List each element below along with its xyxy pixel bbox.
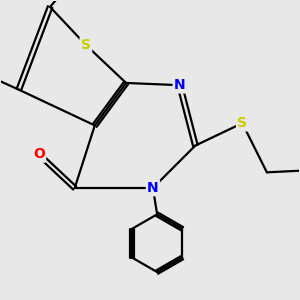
Text: S: S — [237, 116, 247, 130]
Text: N: N — [147, 181, 159, 195]
Text: N: N — [174, 78, 185, 92]
Text: S: S — [81, 38, 91, 52]
Text: O: O — [33, 148, 45, 161]
